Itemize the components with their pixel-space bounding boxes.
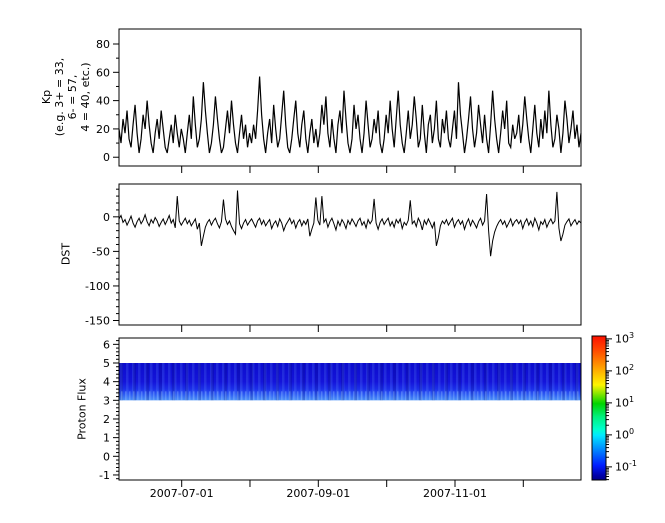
kp-y-axis-label: Kp (e.g. 3+ = 33, 6- = 57, 4 = 40, etc.) [40,58,92,136]
proton-flux-y-axis-label: Proton Flux [76,378,89,440]
dst-y-axis-label: DST [60,243,73,265]
kp-y-axis-label-line1: Kp [40,89,53,105]
kp-ytick-label: 20 [96,123,110,136]
colorbar-tick-base: 10 [615,364,629,378]
proton_flux-ytick-label: 5 [103,357,110,370]
x-tick-label: 2007-09-01 [286,487,350,500]
kp-ytick-label: 0 [103,151,110,164]
colorbar-tick-label: 100 [615,427,634,442]
x-tick-label: 2007-11-01 [423,487,487,500]
dst-ytick-label: -150 [85,315,110,328]
dst-ytick-label: 0 [103,211,110,224]
kp-y-axis-label-line2: (e.g. 3+ = 33, [53,57,66,137]
kp-y-axis-label-line3: 6- = 57, [66,74,79,120]
proton_flux-ytick-label: 4 [103,376,110,389]
colorbar-tick-label: 103 [615,331,634,346]
dst-series-line [118,190,582,257]
colorbar-tick-exponent: 3 [629,330,635,340]
kp-y-axis-label-line4: 4 = 40, etc.) [79,62,92,132]
colorbar-tick-base: 10 [615,460,629,474]
colorbar-tick-base: 10 [615,396,629,410]
kp-ytick-label: 40 [96,95,110,108]
proton-flux-band-bottom-streaks [119,391,581,401]
kp-series-line [118,76,582,154]
colorbar-tick-exponent: 0 [629,426,635,436]
colorbar-tick-exponent: 2 [629,362,635,372]
proton_flux-ytick-label: -1 [99,469,110,482]
kp-panel-frame [118,28,582,167]
proton-flux-y-axis-label-text: Proton Flux [75,378,89,440]
colorbar-tick-exponent: -1 [629,458,637,468]
kp-ytick-label: 80 [96,38,110,51]
colorbar-tick-exponent: 1 [629,394,635,404]
colorbar [591,335,607,481]
proton_flux-panel-frame [118,337,582,481]
kp-ytick-label: 60 [96,66,110,79]
proton_flux-ytick-label: 3 [103,394,110,407]
colorbar-tick-base: 10 [615,428,629,442]
x-tick-label: 2007-07-01 [150,487,214,500]
proton_flux-ytick-label: 6 [103,338,110,351]
dst-y-axis-label-text: DST [59,242,73,266]
proton_flux-ytick-label: 0 [103,450,110,463]
proton_flux-ytick-label: 2 [103,413,110,426]
colorbar-tick-label: 101 [615,395,634,410]
proton_flux-ytick-label: 1 [103,432,110,445]
dst-ytick-label: -50 [92,245,110,258]
dst-panel-frame [118,183,582,326]
colorbar-tick-base: 10 [615,332,629,346]
colorbar-tick-label: 102 [615,363,634,378]
colorbar-tick-label: 10-1 [615,459,637,474]
dst-ytick-label: -100 [85,280,110,293]
